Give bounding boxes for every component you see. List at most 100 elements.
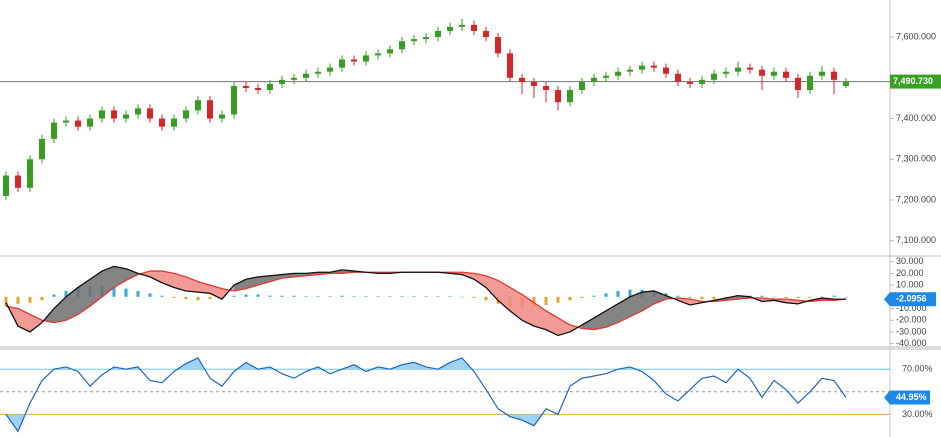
macd-signal-fill (270, 274, 282, 282)
histogram-bar (784, 296, 788, 298)
macd-signal-fill (210, 285, 222, 300)
candle-body (27, 159, 33, 188)
histogram-bar (328, 296, 332, 297)
current-price-tag (890, 74, 941, 89)
candle-body (315, 71, 321, 74)
candle-body (723, 71, 729, 74)
histogram-bar (136, 290, 140, 297)
histogram-bar (52, 294, 56, 297)
candle-body (111, 110, 117, 119)
candle-body (399, 41, 405, 50)
macd-signal-fill (630, 292, 642, 317)
histogram-bar (472, 296, 476, 298)
histogram-bar (568, 296, 572, 301)
macd-signal-fill (474, 273, 486, 288)
candle-body (579, 81, 585, 91)
histogram-bar (604, 293, 608, 297)
candle-body (831, 71, 837, 80)
candle-body (147, 108, 153, 119)
histogram-bar (580, 296, 584, 298)
histogram-bar (172, 296, 176, 298)
candle-body (351, 59, 357, 62)
macd-signal-fill (174, 273, 186, 291)
histogram-bar (28, 296, 32, 303)
candle-body (207, 100, 213, 119)
histogram-bar (712, 296, 716, 300)
current-macd-label: -2.0956 (896, 294, 927, 304)
candle-body (843, 81, 849, 86)
y-tick-label: 30.00% (902, 409, 933, 419)
histogram-bar (388, 296, 392, 297)
candle-body (195, 100, 201, 111)
macd-signal-fill (546, 310, 558, 336)
histogram-bar (40, 296, 44, 301)
macd-signal-fill (258, 275, 270, 286)
macd-signal-fill (618, 296, 630, 323)
candle-body (459, 24, 465, 27)
candle-body (267, 83, 273, 91)
histogram-bar (688, 296, 692, 298)
candle-body (135, 108, 141, 115)
histogram-bar (376, 296, 380, 297)
histogram-bar (16, 296, 20, 304)
histogram-bar (676, 295, 680, 297)
macd-signal-fill (558, 317, 570, 336)
histogram-bar (832, 295, 836, 297)
histogram-bar (760, 295, 764, 297)
histogram-bar (292, 295, 296, 297)
macd-signal-fill (510, 287, 522, 321)
histogram-bar (208, 296, 212, 300)
macd-signal-fill (522, 294, 534, 327)
candle-body (627, 69, 633, 72)
current-macd-tag (884, 292, 936, 307)
histogram-bar (772, 296, 776, 298)
candle-body (279, 79, 285, 84)
candle-body (423, 37, 429, 40)
histogram-bar (400, 296, 404, 297)
candle-body (243, 85, 249, 88)
candle-body (507, 53, 513, 78)
histogram-bar (160, 295, 164, 297)
macd-signal-fill (582, 317, 594, 330)
current-price-label: 7,490.730 (893, 76, 933, 86)
candle-body (63, 120, 69, 123)
y-tick-label: -10.000 (896, 303, 927, 313)
candle-body (51, 122, 57, 139)
rsi-line (5, 357, 847, 433)
candle-body (819, 71, 825, 76)
candle-body (75, 120, 81, 127)
candle-body (15, 175, 21, 188)
histogram-bar (448, 296, 452, 297)
candle-body (3, 175, 9, 196)
histogram-bar (820, 296, 824, 298)
histogram-bar (244, 294, 248, 297)
candle-body (219, 114, 225, 119)
macd-signal-fill (126, 268, 138, 281)
histogram-bar (364, 296, 368, 297)
macd-signal-fill (498, 280, 510, 311)
candle-body (591, 77, 597, 82)
y-tick-label: 7,600.000 (896, 31, 936, 41)
candle-body (87, 118, 93, 127)
candle-body (543, 85, 549, 91)
histogram-bar (196, 296, 200, 301)
histogram-bar (304, 296, 308, 297)
histogram-bar (4, 296, 8, 307)
histogram-bar (616, 290, 620, 297)
candle-body (123, 114, 129, 119)
candle-body (675, 73, 681, 82)
panel-divider (0, 255, 941, 257)
y-tick-label: 10.000 (896, 279, 924, 289)
y-tick-label: 20.000 (896, 268, 924, 278)
macd-signal-fill (150, 271, 162, 283)
candle-body (771, 71, 777, 76)
macd-signal-fill (690, 299, 702, 306)
macd-signal-fill (66, 287, 78, 321)
candle-body (663, 67, 669, 74)
y-tick-label: 7,300.000 (896, 154, 936, 164)
candle-body (363, 55, 369, 62)
histogram-bar (256, 294, 260, 297)
candle-body (255, 87, 261, 91)
candle-body (291, 77, 297, 80)
